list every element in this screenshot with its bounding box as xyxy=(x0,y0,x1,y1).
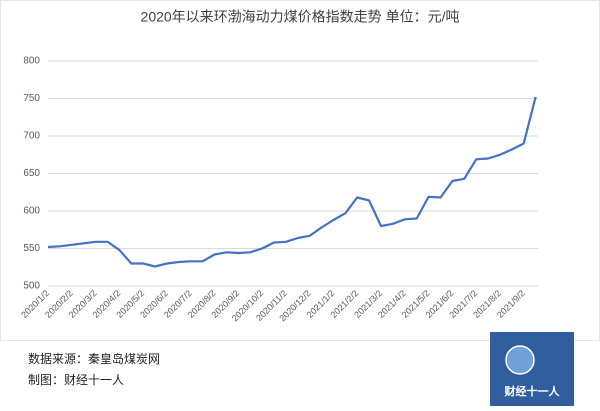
y-tick-label: 800 xyxy=(23,56,40,67)
logo: 财经十一人 xyxy=(490,332,574,406)
y-tick-label: 650 xyxy=(23,168,40,179)
y-tick-label: 700 xyxy=(23,131,40,142)
y-tick-label: 600 xyxy=(23,206,40,217)
logo-globe xyxy=(505,345,535,375)
chart-title: 2020年以来环渤海动力煤价格指数走势 单位：元/吨 xyxy=(141,9,460,25)
credit-note: 制图：财经十一人 xyxy=(28,373,124,387)
y-tick-label: 750 xyxy=(23,93,40,104)
source-note: 数据来源：秦皇岛煤炭网 xyxy=(28,351,160,366)
y-tick-label: 500 xyxy=(23,281,40,292)
chart-frame xyxy=(0,0,600,341)
data-line xyxy=(47,96,537,268)
logo-text: 财经十一人 xyxy=(504,384,561,398)
y-tick-label: 550 xyxy=(23,243,40,254)
logo-box xyxy=(490,332,574,406)
